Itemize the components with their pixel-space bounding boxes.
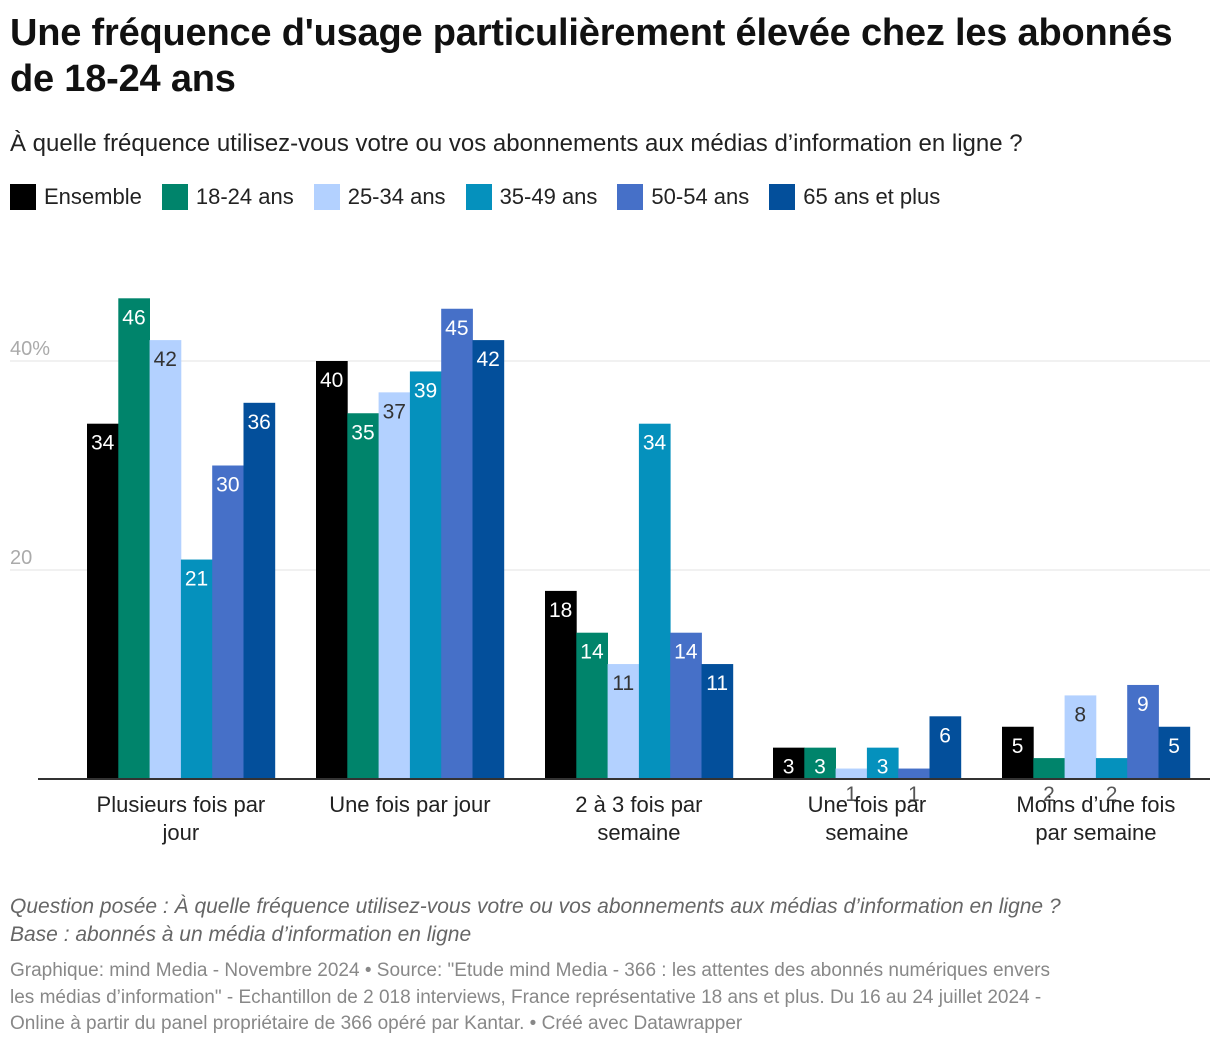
bar — [607, 664, 640, 779]
bar-value-label: 14 — [580, 641, 604, 664]
chart-source: Graphique: mind Media - Novembre 2024 • … — [10, 958, 1210, 1038]
legend-label: Ensemble — [44, 184, 142, 209]
bar-value-label: 36 — [247, 411, 270, 434]
bar — [898, 768, 930, 779]
bar — [866, 747, 899, 779]
legend-item-25-34: 25-34 ans — [313, 184, 446, 210]
legend-swatch — [769, 184, 796, 210]
legend-item-50-54: 50-54 ans — [617, 184, 749, 210]
bar-value-label: 40 — [320, 369, 343, 392]
bar — [545, 590, 577, 779]
chart-subtitle: À quelle fréquence utilisez-vous votre o… — [10, 130, 1023, 157]
bar-value-label: 3 — [877, 756, 889, 779]
bar-value-label: 37 — [383, 400, 406, 423]
bar-value-label: 42 — [476, 348, 499, 371]
bar-value-label: 11 — [706, 672, 728, 695]
bar-value-label: 2 — [1043, 783, 1055, 806]
note-question: Question posée : À quelle fréquence util… — [10, 895, 1061, 918]
source-line: les médias d’information" - Echantillon … — [10, 986, 1042, 1008]
y-tick-label: 40% — [10, 338, 50, 360]
bar — [804, 747, 836, 779]
x-tick-label: Plusieurs fois par jour — [97, 792, 266, 845]
legend-label: 25-34 ans — [347, 184, 446, 209]
bar-value-label: 8 — [1074, 703, 1086, 726]
bar — [1064, 695, 1097, 779]
bar — [638, 423, 671, 779]
bar — [441, 308, 473, 779]
bar-value-label: 3 — [783, 756, 795, 779]
bar-value-label: 14 — [674, 641, 698, 664]
bar — [87, 423, 119, 779]
bar-value-label: 6 — [939, 724, 951, 747]
bar — [1158, 726, 1191, 779]
bar-value-label: 9 — [1137, 693, 1149, 716]
bar — [773, 747, 805, 779]
bar — [835, 768, 868, 779]
chart-title: Une fréquence d'usage particulièrement é… — [10, 12, 1173, 100]
bar-value-label: 21 — [185, 568, 208, 591]
bar-value-label: 11 — [612, 672, 634, 695]
bar — [1002, 726, 1034, 779]
x-tick-label: Moins d’une fois par semaine — [1016, 792, 1175, 845]
bar — [576, 632, 608, 779]
legend: Ensemble 18-24 ans 25-34 ans 35-49 ans 5… — [10, 184, 960, 210]
legend-label: 35-49 ans — [499, 184, 598, 209]
chart-note: Question posée : À quelle fréquence util… — [10, 893, 1210, 949]
bar-value-label: 3 — [814, 756, 826, 779]
legend-label: 50-54 ans — [651, 184, 750, 209]
bar — [316, 361, 348, 779]
bar — [149, 340, 182, 779]
bar-value-label: 1 — [908, 783, 920, 806]
x-tick-label: Une fois par jour — [329, 792, 490, 817]
legend-swatch — [617, 184, 644, 210]
bar-value-label: 35 — [351, 421, 374, 444]
legend-item-ensemble: Ensemble — [10, 184, 142, 210]
legend-item-65-plus: 65 ans et plus — [769, 184, 940, 210]
bar — [701, 664, 734, 779]
bar — [118, 298, 150, 779]
legend-swatch — [465, 184, 492, 210]
bar — [472, 340, 505, 779]
source-line: Graphique: mind Media - Novembre 2024 • … — [10, 960, 1050, 981]
bar-value-label: 34 — [91, 432, 115, 455]
bar-value-label: 39 — [414, 379, 437, 402]
y-tick-label: 20 — [10, 547, 32, 569]
bar-value-label: 5 — [1168, 735, 1180, 758]
bar — [409, 371, 442, 779]
bar-value-label: 5 — [1012, 735, 1024, 758]
bar-value-label: 1 — [845, 783, 857, 806]
bar — [180, 559, 213, 779]
bar-value-label: 34 — [643, 432, 667, 455]
x-tick-label: Une fois par semaine — [808, 792, 927, 845]
bar — [929, 716, 962, 779]
bar-value-label: 30 — [216, 474, 239, 497]
bar — [378, 392, 411, 779]
bar — [1127, 684, 1159, 779]
legend-label: 65 ans et plus — [803, 184, 941, 209]
bar — [670, 632, 702, 779]
bar-value-label: 2 — [1106, 783, 1118, 806]
x-tick-label: 2 à 3 fois par semaine — [575, 792, 702, 845]
bar-value-label: 18 — [549, 599, 572, 622]
source-line: Online à partir du panel propriétaire de… — [10, 1013, 743, 1034]
bar-value-label: 46 — [122, 306, 145, 329]
legend-swatch — [10, 184, 36, 210]
bar — [1033, 758, 1065, 779]
legend-item-35-49: 35-49 ans — [465, 184, 598, 210]
legend-swatch — [313, 184, 340, 210]
legend-item-18-24: 18-24 ans — [161, 184, 294, 210]
bar-value-label: 45 — [445, 317, 468, 340]
bar — [212, 465, 244, 779]
bar-value-label: 42 — [154, 348, 177, 371]
legend-swatch — [161, 184, 188, 210]
legend-label: 18-24 ans — [195, 184, 294, 209]
note-base: Base : abonnés à un média d’information … — [10, 923, 472, 946]
bar — [243, 402, 276, 779]
bar — [347, 413, 379, 779]
bar — [1095, 758, 1128, 779]
